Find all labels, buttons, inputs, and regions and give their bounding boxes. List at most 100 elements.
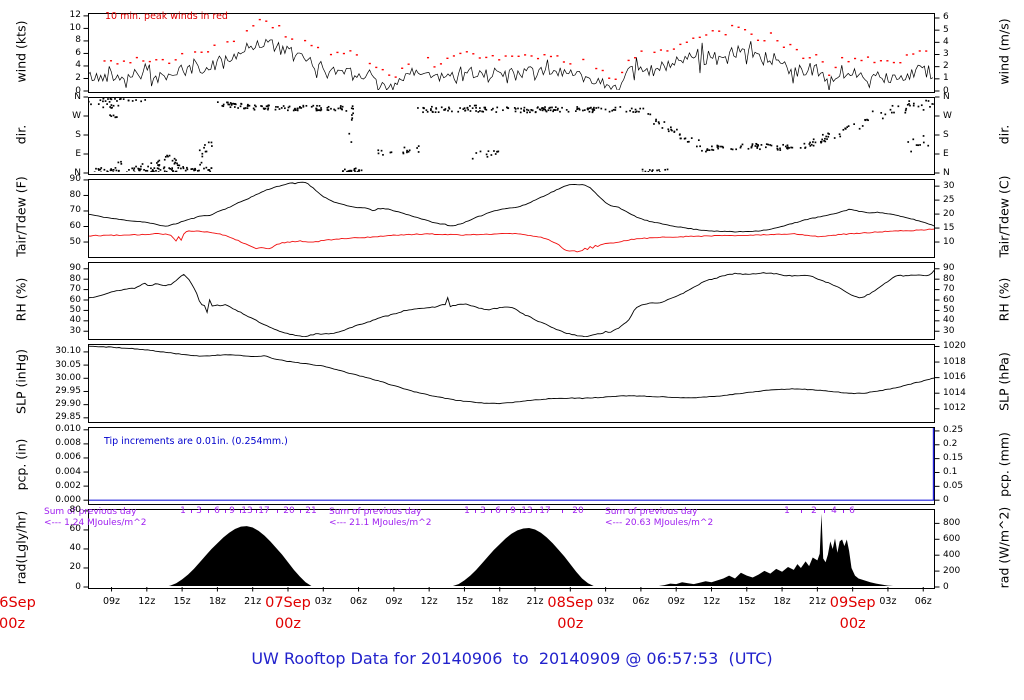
x-date-hour-label: 00z bbox=[557, 616, 584, 632]
x-tick-label: 12z bbox=[702, 596, 721, 607]
rad-cumulative-mark: 6 bbox=[214, 506, 220, 516]
y-tick-label: 50 bbox=[69, 304, 81, 315]
rad-cumulative-tick bbox=[475, 510, 476, 513]
x-tick-label: 18z bbox=[773, 596, 791, 607]
y-tick-label: 70 bbox=[69, 205, 81, 216]
y-tick-label: 0 bbox=[943, 85, 949, 96]
wind-panel bbox=[88, 13, 935, 93]
rad-cumulative-mark: 21 bbox=[305, 506, 317, 516]
rad-cumulative-tick bbox=[536, 510, 537, 513]
y-tick-label: 0.008 bbox=[55, 438, 81, 449]
x-tick-label: 03z bbox=[597, 596, 615, 607]
humidity-panel bbox=[88, 262, 935, 340]
x-tick-label: 12z bbox=[420, 596, 438, 607]
y-tick-label: 1018 bbox=[943, 356, 966, 367]
rad-cumulative-tick bbox=[208, 510, 209, 513]
y-tick-label: 60 bbox=[69, 294, 81, 305]
y-tick-label: 0.25 bbox=[943, 425, 964, 436]
x-tick-label: 12z bbox=[138, 596, 156, 607]
rad-cumulative-mark: 1 bbox=[180, 506, 186, 516]
y-tick-label: 0 bbox=[75, 581, 81, 592]
y-tick-label: 29.90 bbox=[55, 399, 81, 410]
y-tick-label: N bbox=[943, 167, 950, 178]
y-tick-label: 4 bbox=[75, 60, 81, 71]
y-tick-label: 60 bbox=[943, 294, 955, 305]
y-tick-label: 6 bbox=[943, 12, 949, 23]
y-tick-label: 30.00 bbox=[55, 372, 81, 383]
y-tick-label: 80 bbox=[69, 273, 81, 284]
y-tick-label: 20 bbox=[69, 562, 81, 573]
y-tick-label: 1012 bbox=[943, 403, 966, 414]
x-date-label: 09Sep bbox=[829, 595, 876, 611]
precipitation-panel bbox=[88, 427, 935, 505]
rad-cumulative-tick bbox=[800, 510, 802, 513]
rad-cumulative-mark: 3 bbox=[480, 506, 486, 516]
x-date-hour-label: 00z bbox=[839, 616, 866, 632]
y-tick-label: 1016 bbox=[943, 372, 966, 383]
rad-cumulative-mark: 3 bbox=[196, 506, 202, 516]
y-tick-label: W bbox=[72, 110, 81, 121]
rad-cumulative-tick bbox=[224, 510, 226, 513]
y-tick-label: 40 bbox=[69, 315, 81, 326]
y-tick-label: 0.006 bbox=[55, 452, 81, 463]
y-tick-label: 50 bbox=[943, 304, 955, 315]
y-tick-label: N bbox=[943, 91, 950, 102]
y-tick-label: 0 bbox=[75, 85, 81, 96]
y-tick-label: 1014 bbox=[943, 387, 966, 398]
y-tick-label: 50 bbox=[69, 236, 81, 247]
rad-cumulative-mark: 9 bbox=[510, 506, 516, 516]
y-tick-label: N bbox=[74, 167, 81, 178]
y-tick-label: 0.05 bbox=[943, 480, 964, 491]
peak-wind-note: 10 min. peak winds in red bbox=[105, 11, 228, 22]
rad-cumulative-mark: 2 bbox=[811, 506, 817, 516]
rad-cumulative-tick bbox=[490, 510, 492, 513]
rad-cumulative-mark: 6 bbox=[495, 506, 501, 516]
y-tick-label: 90 bbox=[69, 263, 81, 274]
y-tick-label: 60 bbox=[69, 221, 81, 231]
y-tick-label: 70 bbox=[69, 284, 81, 295]
rad-cumulative-tick bbox=[239, 510, 241, 513]
y-tick-label: 5 bbox=[943, 24, 949, 35]
rad-cumulative-tick bbox=[255, 510, 257, 513]
x-tick-label: 15z bbox=[738, 596, 756, 607]
rad-cumulative-mark: 13 bbox=[241, 506, 253, 516]
y-tick-label: 1020 bbox=[943, 340, 966, 351]
direction-panel bbox=[88, 97, 935, 175]
axis-title-rad-right: rad (W/m^2) bbox=[996, 506, 1012, 589]
x-tick-label: 21z bbox=[808, 596, 826, 607]
rad-sum-value-day1: <--- 1.24 MJoules/m^2 bbox=[44, 518, 147, 528]
y-tick-label: 800 bbox=[943, 517, 961, 528]
y-tick-label: 25 bbox=[943, 194, 955, 205]
x-tick-label: 09z bbox=[385, 596, 403, 607]
rad-sum-label-day2: Sum of previous day bbox=[329, 507, 422, 517]
y-tick-label: 29.95 bbox=[55, 385, 81, 396]
rad-cumulative-mark: 1 bbox=[784, 506, 790, 516]
x-tick-label: 06z bbox=[350, 596, 368, 607]
y-tick-label: 80 bbox=[69, 505, 81, 516]
y-tick-label: 30.05 bbox=[55, 359, 81, 370]
rad-sum-value-day3: <--- 20.63 MJoules/m^2 bbox=[605, 518, 714, 528]
rad-cumulative-mark: 17 bbox=[258, 506, 270, 516]
y-tick-label: 200 bbox=[943, 565, 961, 576]
rad-sum-value-day2: <--- 21.1 MJoules/m^2 bbox=[329, 518, 432, 528]
rad-cumulative-tick bbox=[843, 510, 844, 513]
y-tick-label: 6 bbox=[75, 47, 81, 58]
y-tick-label: 29.85 bbox=[55, 412, 81, 423]
y-tick-label: 20 bbox=[943, 208, 955, 219]
y-tick-label: 0 bbox=[943, 494, 949, 505]
x-tick-label: 09z bbox=[667, 596, 685, 607]
y-tick-label: W bbox=[943, 110, 952, 121]
y-tick-label: 60 bbox=[69, 524, 81, 535]
rad-cumulative-tick bbox=[824, 510, 825, 513]
y-tick-label: 10 bbox=[943, 236, 955, 247]
y-tick-label: 30 bbox=[69, 325, 81, 336]
rad-cumulative-tick bbox=[300, 510, 301, 513]
rad-cumulative-mark: 20 bbox=[283, 506, 295, 516]
rad-cumulative-mark: 20 bbox=[572, 506, 584, 516]
x-tick-label: 18z bbox=[208, 596, 226, 607]
y-tick-label: 30 bbox=[943, 180, 955, 191]
figure-title: UW Rooftop Data for 20140906 to 20140909… bbox=[251, 649, 773, 668]
y-tick-label: 15 bbox=[943, 222, 955, 233]
y-tick-label: S bbox=[75, 129, 81, 140]
